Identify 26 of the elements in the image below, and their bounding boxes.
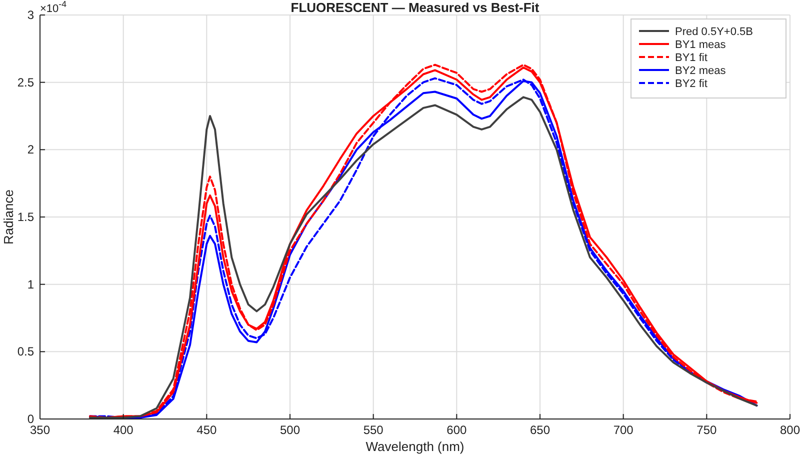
legend-label: BY2 fit [675,78,708,90]
y-tick-label: 3 [27,8,34,22]
x-tick-label: 750 [696,423,717,437]
y-tick-label: 0.5 [17,344,34,359]
y-tick-label: 1.5 [17,210,34,224]
y-tick-label: 2.5 [17,75,34,90]
chart-title: FLUORESCENT — Measured vs Best-Fit [290,0,540,15]
y-tick-label: 2 [27,142,34,157]
y-axis-title: Radiance [1,190,16,244]
text: ×10$^{-4}$ [40,0,67,15]
x-tick-label: 450 [196,423,217,437]
x-tick-label: 500 [280,423,300,437]
y-tick-label: 1 [27,277,34,292]
x-tick-label: 650 [530,423,550,437]
x-tick-label: 350 [30,423,50,437]
x-tick-label: 700 [613,423,634,437]
y-tick-label: 0 [27,412,34,426]
legend-label: BY2 meas [675,65,726,77]
x-tick-label: 600 [446,423,467,437]
legend-label: BY1 fit [675,52,708,64]
x-tick-label: 800 [780,423,800,437]
legend-label: BY1 meas [675,39,726,51]
x-tick-label: 400 [113,423,134,437]
x-axis-title: Wavelength (nm) [366,439,464,454]
legend-label: Pred 0.5Y+0.5B [675,26,753,38]
x-tick-label: 550 [363,423,384,437]
